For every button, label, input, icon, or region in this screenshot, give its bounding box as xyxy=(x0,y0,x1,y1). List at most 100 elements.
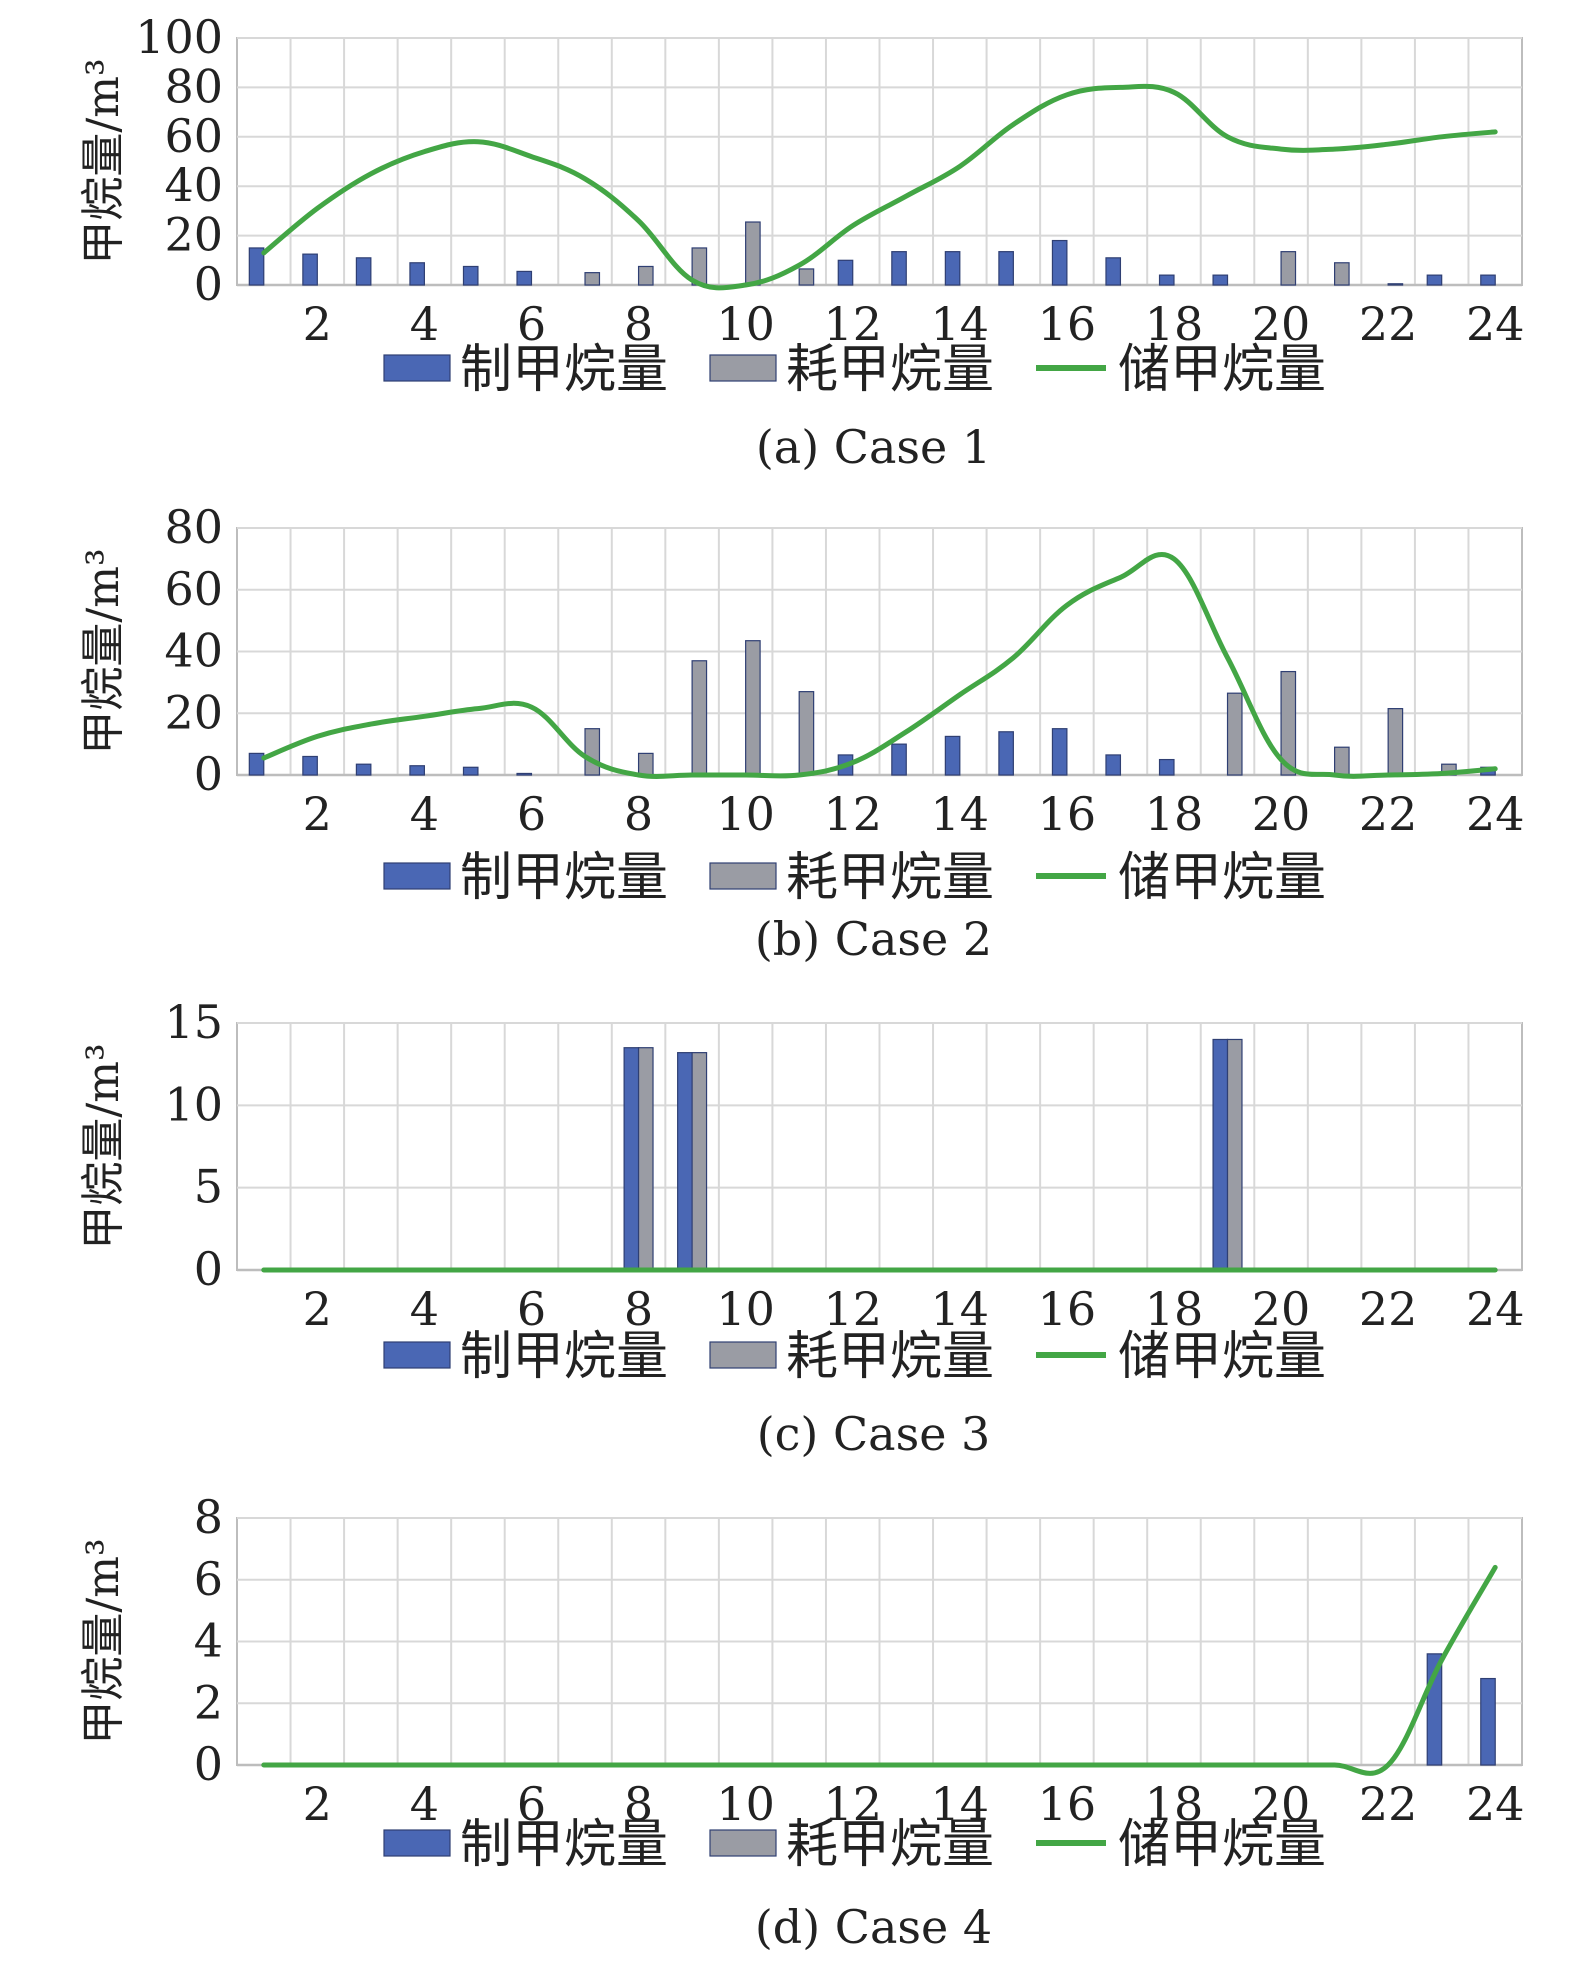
x-tick-label: 22 xyxy=(1359,297,1418,351)
x-tick-label: 20 xyxy=(1252,1777,1311,1831)
production-bar xyxy=(944,735,961,776)
consumption-bar xyxy=(691,660,708,776)
production-bar xyxy=(409,765,425,776)
x-tick-label: 8 xyxy=(624,1777,653,1831)
consumption-bar xyxy=(1226,1038,1243,1271)
consumption-bar xyxy=(798,268,815,286)
consumption-bar xyxy=(1387,708,1404,776)
x-tick-label: 8 xyxy=(624,297,653,351)
y-tick-label: 40 xyxy=(164,158,223,212)
legend-storage-label: 储甲烷量 xyxy=(1118,1327,1326,1387)
consumption-bar xyxy=(1226,692,1243,776)
y-tick-label: 15 xyxy=(164,995,223,1049)
x-tick-label: 10 xyxy=(716,297,775,351)
x-tick-label: 24 xyxy=(1466,297,1525,351)
x-tick-label: 8 xyxy=(624,787,653,841)
consumption-bar xyxy=(584,728,601,776)
production-bar xyxy=(1426,274,1443,286)
production-bar xyxy=(462,265,479,286)
x-tick-label: 18 xyxy=(1145,297,1204,351)
y-tick-label: 0 xyxy=(194,257,223,311)
y-tick-label: 100 xyxy=(135,10,223,64)
panel-caption: (b) Case 2 xyxy=(755,912,992,966)
y-tick-label: 10 xyxy=(164,1077,223,1131)
production-bar xyxy=(462,766,479,776)
x-tick-label: 16 xyxy=(1038,297,1097,351)
x-tick-label: 24 xyxy=(1466,787,1525,841)
x-tick-label: 2 xyxy=(303,787,332,841)
x-tick-label: 4 xyxy=(410,787,439,841)
legend-production-label: 制甲烷量 xyxy=(460,340,668,400)
y-tick-label: 0 xyxy=(194,747,223,801)
x-tick-label: 18 xyxy=(1145,1282,1204,1336)
y-tick-label: 40 xyxy=(164,624,223,678)
x-tick-label: 4 xyxy=(410,1282,439,1336)
production-bar xyxy=(1105,754,1122,776)
consumption-bar xyxy=(1387,283,1404,286)
production-bar xyxy=(248,247,265,286)
y-tick-label: 80 xyxy=(164,59,223,113)
y-tick-label: 0 xyxy=(194,1242,223,1296)
consumption-bar xyxy=(1334,262,1350,286)
production-bar xyxy=(891,743,907,776)
y-tick-label: 20 xyxy=(164,685,223,739)
x-tick-label: 22 xyxy=(1359,1777,1418,1831)
consumption-bar xyxy=(745,640,761,776)
legend-production-swatch xyxy=(383,1829,451,1857)
chart-panel-2: 0204060802 4 6 8 10 12 14 16 18 20 22 24甲烷量/m³制甲烷量耗… xyxy=(78,500,1525,966)
production-bar xyxy=(944,251,961,286)
legend-production-swatch xyxy=(383,1341,451,1369)
consumption-bar xyxy=(1280,251,1297,286)
consumption-bar xyxy=(637,752,654,776)
production-bar xyxy=(1051,728,1068,776)
production-bar xyxy=(623,1047,640,1271)
legend-production-label: 制甲烷量 xyxy=(460,848,668,908)
legend-consumption-label: 耗甲烷量 xyxy=(786,340,994,400)
production-bar xyxy=(1480,274,1496,286)
y-axis-label: 甲烷量/m³ xyxy=(78,58,129,264)
storage-line xyxy=(261,83,1498,291)
production-bar xyxy=(1212,1038,1229,1271)
production-bar xyxy=(302,755,318,776)
y-axis-label: 甲烷量/m³ xyxy=(78,1538,129,1744)
production-bar xyxy=(516,772,533,776)
legend-consumption-swatch xyxy=(709,862,777,890)
x-tick-label: 2 xyxy=(303,297,332,351)
x-tick-label: 20 xyxy=(1252,787,1311,841)
y-tick-label: 2 xyxy=(194,1675,223,1729)
legend-storage-label: 储甲烷量 xyxy=(1118,340,1326,400)
y-axis-label: 甲烷量/m³ xyxy=(78,548,129,754)
legend-consumption-swatch xyxy=(709,1829,777,1857)
consumption-bar xyxy=(691,1052,708,1271)
x-tick-label: 10 xyxy=(716,1777,775,1831)
x-tick-label: 14 xyxy=(931,1777,990,1831)
x-tick-label: 24 xyxy=(1466,1777,1525,1831)
legend-consumption-label: 耗甲烷量 xyxy=(786,1815,994,1875)
legend-production-swatch xyxy=(383,862,451,890)
legend: 制甲烷量 耗甲烷量 储甲烷量 xyxy=(383,1815,1326,1875)
production-bar xyxy=(1480,1677,1496,1766)
x-tick-label: 2 xyxy=(303,1282,332,1336)
production-bar xyxy=(891,251,907,286)
production-bar xyxy=(409,262,425,286)
panel-caption: (c) Case 3 xyxy=(757,1407,991,1461)
y-tick-label: 20 xyxy=(164,208,223,262)
x-tick-label: 14 xyxy=(931,1282,990,1336)
x-tick-label: 24 xyxy=(1466,1282,1525,1336)
legend-storage-label: 储甲烷量 xyxy=(1118,1815,1326,1875)
production-bar xyxy=(355,257,372,286)
y-tick-label: 60 xyxy=(164,109,223,163)
production-bar xyxy=(1105,257,1122,286)
y-tick-label: 60 xyxy=(164,562,223,616)
y-tick-label: 5 xyxy=(194,1160,223,1214)
x-tick-label: 6 xyxy=(517,297,546,351)
y-tick-label: 6 xyxy=(194,1552,223,1606)
x-tick-label: 16 xyxy=(1038,787,1097,841)
x-tick-label: 10 xyxy=(716,1282,775,1336)
legend: 制甲烷量 耗甲烷量 储甲烷量 xyxy=(383,340,1326,400)
storage-line xyxy=(261,1564,1498,1776)
consumption-bar xyxy=(745,221,761,286)
